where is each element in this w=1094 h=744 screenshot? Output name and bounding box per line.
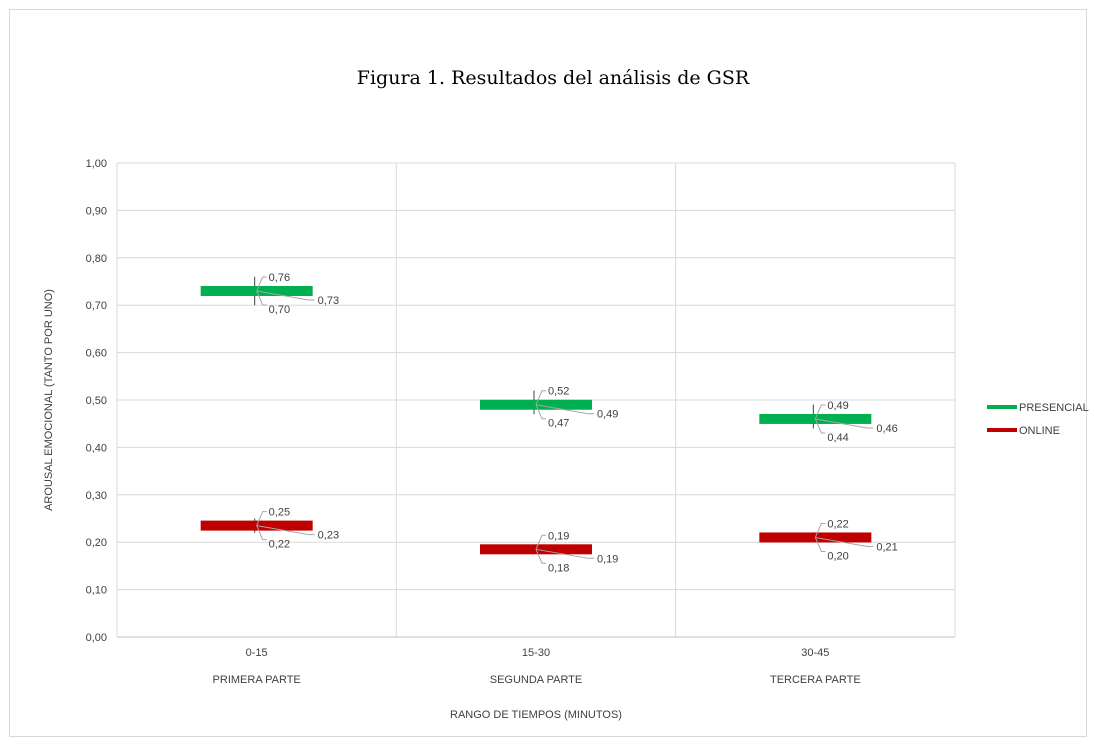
chart-frame: [9, 9, 1087, 737]
leader-line-value: [256, 290, 315, 301]
data-label-low: 0,20: [827, 550, 848, 562]
y-tick-label: 0,80: [86, 253, 107, 265]
x-tick-label-range: 30-45: [801, 647, 829, 659]
data-label-value: 0,19: [597, 553, 618, 565]
leader-line-value: [815, 418, 874, 429]
data-label-value: 0,46: [876, 423, 897, 435]
y-tick-label: 0,30: [86, 490, 107, 502]
data-label-high: 0,52: [548, 386, 569, 398]
y-tick-label: 0,90: [86, 205, 107, 217]
data-label-high: 0,49: [827, 400, 848, 412]
leader-line-high: [814, 522, 826, 538]
leader-line-value: [815, 536, 874, 547]
data-label-low: 0,70: [269, 304, 290, 316]
leader-line-high: [535, 390, 546, 405]
leader-line-value: [535, 548, 594, 559]
y-tick-label: 1,00: [86, 158, 107, 170]
leader-line-low: [535, 549, 546, 564]
data-label-value: 0,21: [876, 541, 897, 553]
data-label-high: 0,76: [269, 272, 290, 284]
y-tick-label: 0,20: [86, 537, 107, 549]
data-label-high: 0,19: [548, 530, 569, 542]
x-tick-label-part: TERCERA PARTE: [770, 674, 861, 686]
data-label-low: 0,18: [548, 562, 569, 574]
x-tick-label-range: 15-30: [522, 647, 550, 659]
leader-line-value: [256, 525, 315, 536]
y-tick-label: 0,40: [86, 442, 107, 454]
leader-line-high: [256, 276, 267, 292]
x-axis-title: RANGO DE TIEMPOS (MINUTOS): [450, 709, 622, 721]
leader-line-high: [256, 511, 267, 526]
data-label-low: 0,47: [548, 418, 569, 430]
legend-label: ONLINE: [1019, 425, 1060, 437]
data-label-value: 0,23: [318, 530, 339, 542]
leader-line-low: [256, 525, 267, 541]
leader-line-low: [535, 404, 546, 420]
leader-line-value: [535, 404, 594, 415]
data-label-low: 0,44: [827, 432, 848, 444]
x-tick-label-part: SEGUNDA PARTE: [490, 674, 583, 686]
y-tick-label: 0,50: [86, 395, 107, 407]
data-label-high: 0,25: [269, 507, 290, 519]
x-tick-label-part: PRIMERA PARTE: [213, 674, 301, 686]
data-label-high: 0,22: [827, 518, 848, 530]
leader-line-low: [814, 537, 826, 552]
y-axis-title: AROUSAL EMOCIONAL (TANTO POR UNO): [43, 289, 55, 511]
y-tick-label: 0,60: [86, 348, 107, 360]
legend-label: PRESENCIAL: [1019, 402, 1089, 414]
chart-title: Figura 1. Resultados del análisis de GSR: [357, 67, 750, 89]
leader-line-low: [814, 418, 826, 434]
data-label-value: 0,73: [318, 295, 339, 307]
leader-line-low: [256, 290, 267, 306]
data-label-value: 0,49: [597, 409, 618, 421]
leader-line-high: [814, 404, 826, 420]
y-tick-label: 0,00: [86, 632, 107, 644]
leader-line-high: [535, 534, 546, 550]
x-tick-label-range: 0-15: [246, 647, 268, 659]
y-tick-label: 0,10: [86, 585, 107, 597]
data-label-low: 0,22: [269, 539, 290, 551]
y-tick-label: 0,70: [86, 300, 107, 312]
